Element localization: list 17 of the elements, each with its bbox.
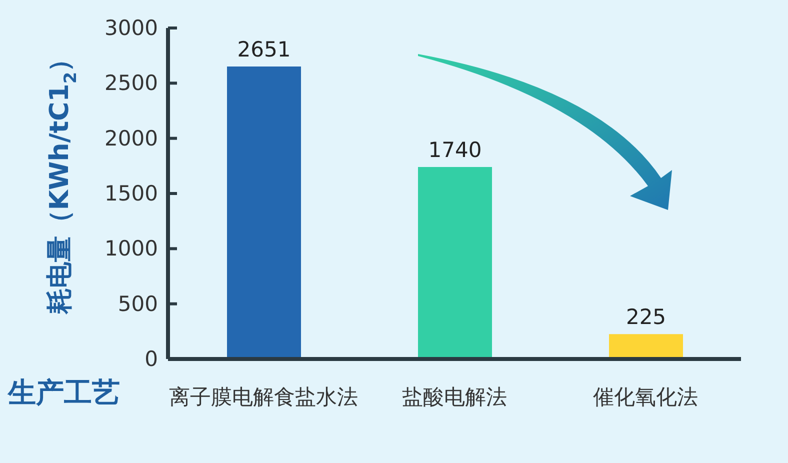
x-tick-label: 离子膜电解食盐水法 [169, 385, 358, 409]
y-tick-label: 2000 [104, 126, 158, 150]
bar [609, 334, 683, 359]
x-tick-label: 催化氧化法 [593, 385, 698, 409]
data-label: 225 [626, 305, 666, 330]
x-axis-title: 生产工艺 [7, 376, 120, 408]
bar [227, 66, 301, 359]
y-tick-label: 500 [118, 292, 158, 316]
x-tick-label: 盐酸电解法 [402, 385, 507, 409]
y-tick-label: 2500 [104, 71, 158, 96]
bar [418, 167, 492, 359]
y-tick-label: 3000 [104, 16, 158, 40]
y-tick-label: 1500 [104, 182, 158, 206]
y-tick-label: 1000 [104, 236, 158, 261]
data-label: 1740 [428, 138, 482, 162]
data-label: 2651 [237, 38, 291, 62]
y-tick-label: 0 [144, 347, 158, 371]
